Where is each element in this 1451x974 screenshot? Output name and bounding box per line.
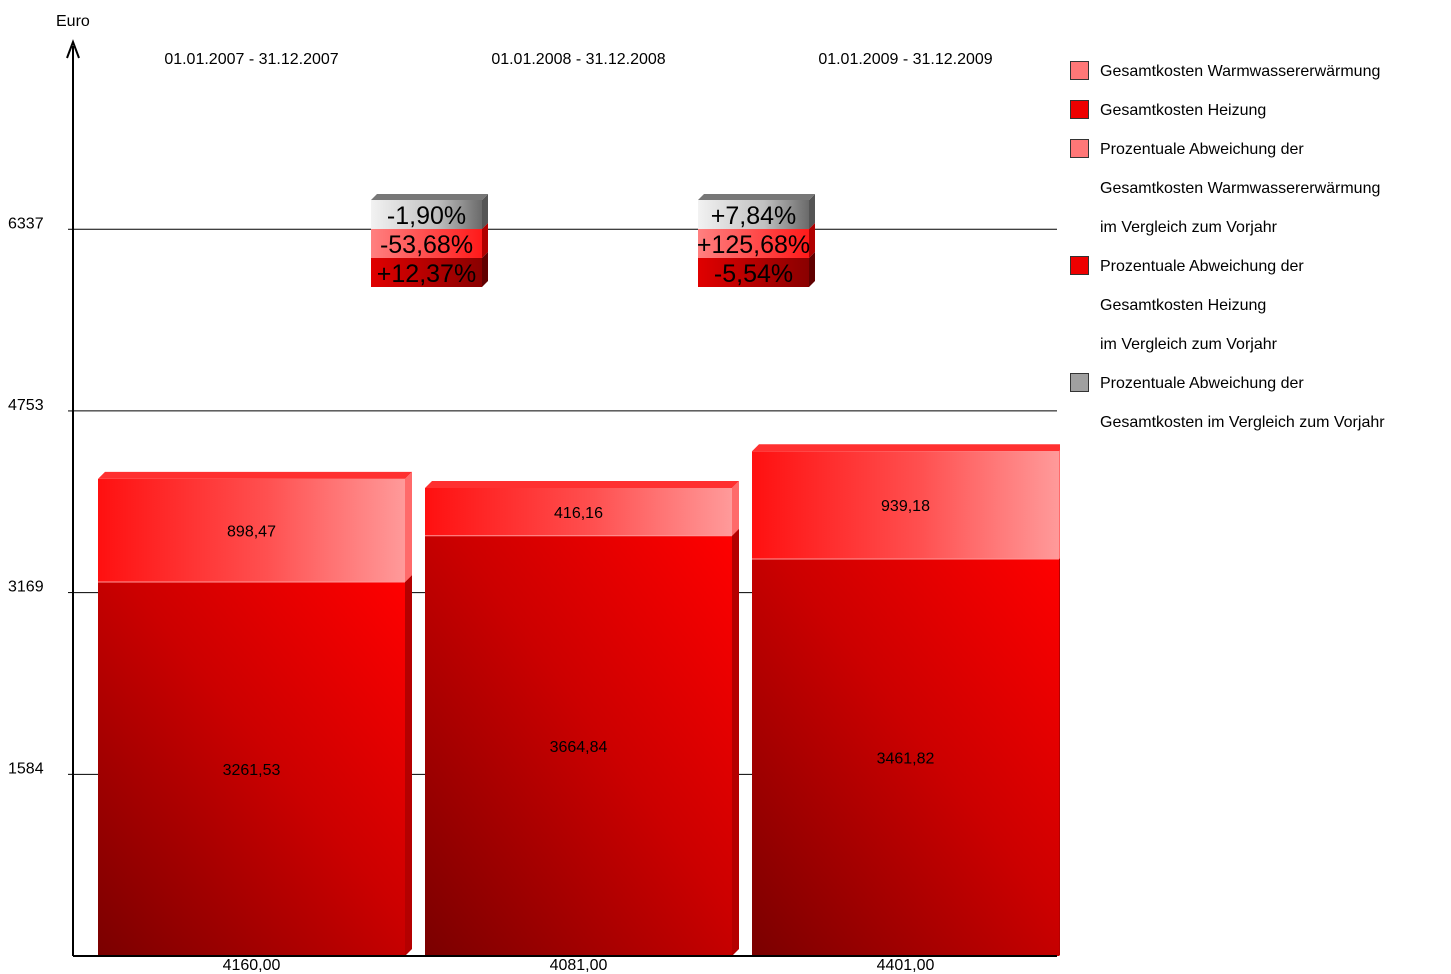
bar-warmwasser-side <box>732 480 739 536</box>
bar-heizung-front <box>98 581 405 956</box>
y-tick-label: 6337 <box>8 215 44 232</box>
bar-warmwasser <box>752 444 1060 559</box>
deviation-heizung-cell <box>698 258 809 287</box>
y-tick-label: 1584 <box>8 760 44 777</box>
data-label-warmwasser: 939,18 <box>881 498 930 515</box>
data-label-heizung: 3461,82 <box>877 750 935 767</box>
deviation-gesamt: +7,84% <box>711 202 797 230</box>
deviation-heizung-side <box>482 252 488 287</box>
bar-warmwasser-top <box>98 471 412 479</box>
deviation-gesamt-cell <box>698 200 809 229</box>
legend-text: Gesamtkosten im Vergleich zum Vorjahr <box>1100 414 1385 431</box>
legend-row: im Vergleich zum Vorjahr <box>1070 325 1445 364</box>
bar-warmwasser-side <box>1059 450 1060 559</box>
deviation-warmwasser: -53,68% <box>380 231 473 259</box>
legend-row: Prozentuale Abweichung der <box>1070 247 1445 286</box>
data-label-heizung: 3664,84 <box>550 739 608 756</box>
total-label: 4081,00 <box>550 957 608 974</box>
data-label-warmwasser: 898,47 <box>227 523 276 540</box>
deviation-warmwasser-side <box>809 223 815 258</box>
bar-warmwasser-top <box>425 480 739 488</box>
category-label: 01.01.2007 - 31.12.2007 <box>164 51 338 68</box>
legend-text: im Vergleich zum Vorjahr <box>1100 219 1277 236</box>
deviation-box: +7,84%+125,68%-5,54% <box>697 194 815 288</box>
legend-text: Gesamtkosten Warmwassererwärmung <box>1100 63 1381 80</box>
deviation-warmwasser-cell <box>698 229 809 258</box>
deviation-gesamt-side <box>809 194 815 229</box>
deviation-heizung-cell <box>371 258 482 287</box>
bar-heizung-side <box>1059 557 1060 956</box>
legend-row: Prozentuale Abweichung der <box>1070 364 1445 403</box>
deviation-heizung: +12,37% <box>377 260 476 288</box>
deviation-warmwasser-cell <box>371 229 482 258</box>
stacked-bar-chart: -1,90%-53,68%+12,37% +7,84%+125,68%-5,54%… <box>8 13 1060 974</box>
legend-row: Prozentuale Abweichung der <box>1070 130 1445 169</box>
bar-heizung-side <box>732 528 739 956</box>
deviation-box: -1,90%-53,68%+12,37% <box>371 194 488 288</box>
deviation-heizung: -5,54% <box>714 260 793 288</box>
legend-text: im Vergleich zum Vorjahr <box>1100 336 1277 353</box>
deviation-box-top <box>698 194 815 200</box>
deviation-warmwasser-side <box>482 223 488 258</box>
data-label-warmwasser: 416,16 <box>554 505 603 522</box>
bar-warmwasser-front <box>752 451 1059 559</box>
deviation-warmwasser: +125,68% <box>697 231 810 259</box>
data-label-heizung: 3261,53 <box>223 762 281 779</box>
legend-swatch <box>1070 100 1089 119</box>
y-tick-label: 3169 <box>8 579 44 596</box>
y-axis-arrow <box>66 39 80 59</box>
bar-heizung-side <box>405 574 412 956</box>
legend-text: Prozentuale Abweichung der <box>1100 258 1304 275</box>
bar-warmwasser <box>98 471 412 582</box>
legend-text: Gesamtkosten Heizung <box>1100 297 1267 314</box>
legend-swatch <box>1070 373 1089 392</box>
bar-heizung <box>752 551 1060 956</box>
legend-text: Gesamtkosten Heizung <box>1100 102 1267 119</box>
legend-swatch <box>1070 256 1089 275</box>
legend-row: im Vergleich zum Vorjahr <box>1070 208 1445 247</box>
deviation-gesamt-side <box>482 194 488 229</box>
legend-row: Gesamtkosten Warmwassererwärmung <box>1070 52 1445 91</box>
bar-heizung-front <box>425 535 732 956</box>
legend-text: Prozentuale Abweichung der <box>1100 375 1304 392</box>
bar-heizung <box>98 574 412 956</box>
legend-text: Prozentuale Abweichung der <box>1100 141 1304 158</box>
bar-warmwasser <box>425 480 739 536</box>
deviation-gesamt-cell <box>371 200 482 229</box>
legend-swatch <box>1070 139 1089 158</box>
bar-warmwasser-top <box>752 444 1060 452</box>
bar-warmwasser-front <box>98 478 405 582</box>
legend-row: Gesamtkosten Heizung <box>1070 91 1445 130</box>
legend-row: Gesamtkosten im Vergleich zum Vorjahr <box>1070 403 1445 442</box>
legend-row: Gesamtkosten Heizung <box>1070 286 1445 325</box>
legend-swatch <box>1070 61 1089 80</box>
bar-heizung-front <box>752 558 1059 956</box>
y-axis-title: Euro <box>56 13 90 30</box>
legend-text: Gesamtkosten Warmwassererwärmung <box>1100 180 1381 197</box>
bar-warmwasser-front <box>425 487 732 536</box>
bar-heizung <box>425 528 739 956</box>
legend: Gesamtkosten Warmwassererwärmung Gesamtko… <box>1070 52 1445 442</box>
deviation-heizung-side <box>809 252 815 287</box>
total-label: 4401,00 <box>877 957 935 974</box>
total-label: 4160,00 <box>223 957 281 974</box>
deviation-gesamt: -1,90% <box>387 202 466 230</box>
y-tick-label: 4753 <box>8 397 44 414</box>
category-label: 01.01.2008 - 31.12.2008 <box>491 51 665 68</box>
deviation-box-top <box>371 194 488 200</box>
category-label: 01.01.2009 - 31.12.2009 <box>818 51 992 68</box>
legend-row: Gesamtkosten Warmwassererwärmung <box>1070 169 1445 208</box>
bar-warmwasser-side <box>405 471 412 582</box>
